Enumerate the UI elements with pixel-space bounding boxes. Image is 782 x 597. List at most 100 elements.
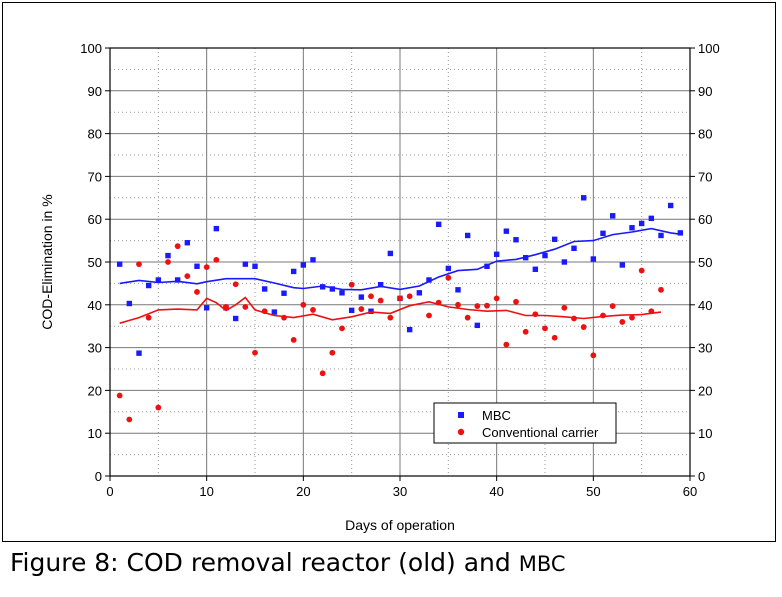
data-point-conventional bbox=[155, 404, 162, 411]
data-point-mbc bbox=[551, 236, 558, 243]
data-point-mbc bbox=[387, 250, 394, 257]
data-point-mbc bbox=[435, 221, 442, 228]
data-point-mbc bbox=[580, 195, 587, 201]
data-point-conventional bbox=[397, 295, 403, 302]
data-point-mbc bbox=[126, 300, 133, 307]
x-tick-label: 0 bbox=[106, 484, 113, 499]
figure-frame bbox=[2, 2, 776, 542]
legend-box bbox=[433, 402, 617, 444]
trend-line-mbc bbox=[119, 227, 681, 291]
y-tick-label-left: 70 bbox=[88, 169, 102, 184]
data-point-conventional bbox=[368, 293, 374, 300]
x-tick-label: 40 bbox=[489, 484, 503, 499]
data-point-mbc bbox=[339, 290, 345, 296]
data-point-mbc bbox=[184, 240, 191, 246]
data-point-conventional bbox=[503, 341, 510, 348]
x-tick-label: 20 bbox=[296, 484, 310, 499]
data-point-mbc bbox=[358, 294, 365, 300]
y-tick-label-right: 30 bbox=[698, 341, 712, 356]
data-point-mbc bbox=[513, 237, 519, 243]
trend-line-conventional bbox=[119, 296, 662, 324]
data-point-conventional bbox=[551, 334, 558, 341]
data-point-mbc bbox=[445, 265, 452, 272]
data-point-mbc bbox=[532, 266, 539, 272]
data-point-conventional bbox=[213, 256, 220, 263]
data-point-mbc bbox=[232, 315, 239, 322]
data-point-conventional bbox=[242, 304, 249, 310]
data-point-conventional bbox=[590, 352, 597, 359]
data-point-mbc bbox=[261, 286, 268, 292]
data-point-mbc bbox=[319, 284, 326, 290]
data-point-mbc bbox=[638, 220, 645, 227]
data-point-conventional bbox=[348, 281, 355, 288]
data-point-conventional bbox=[609, 303, 616, 309]
data-point-conventional bbox=[116, 392, 123, 399]
data-point-mbc bbox=[464, 232, 471, 239]
y-tick-label-left: 50 bbox=[88, 255, 102, 270]
data-point-mbc bbox=[155, 277, 162, 283]
data-point-conventional bbox=[329, 349, 336, 356]
legend-label-conventional: Conventional carrier bbox=[482, 425, 599, 440]
y-tick-label-left: 10 bbox=[88, 426, 102, 441]
data-point-mbc bbox=[609, 213, 616, 219]
y-tick-label-right: 0 bbox=[698, 469, 705, 484]
y-tick-label-right: 100 bbox=[698, 41, 720, 56]
data-point-mbc bbox=[493, 251, 500, 257]
data-point-conventional bbox=[319, 370, 326, 377]
data-point-conventional bbox=[474, 303, 481, 309]
data-point-mbc bbox=[271, 309, 278, 315]
data-point-mbc bbox=[542, 252, 548, 259]
data-point-mbc bbox=[474, 322, 481, 329]
data-point-conventional bbox=[513, 298, 519, 305]
data-point-conventional bbox=[252, 349, 258, 356]
data-point-mbc bbox=[667, 202, 674, 209]
data-point-mbc bbox=[300, 262, 307, 268]
data-point-conventional bbox=[194, 289, 200, 295]
data-point-mbc bbox=[203, 305, 210, 311]
data-point-conventional bbox=[310, 307, 316, 313]
y-tick-label-right: 80 bbox=[698, 127, 712, 142]
y-tick-label-right: 90 bbox=[698, 84, 712, 99]
data-point-conventional bbox=[522, 328, 529, 335]
data-point-conventional bbox=[464, 314, 471, 321]
data-point-conventional bbox=[136, 261, 142, 268]
y-tick-label-left: 90 bbox=[88, 84, 102, 99]
data-point-conventional bbox=[232, 281, 239, 288]
data-point-mbc bbox=[600, 230, 606, 237]
y-axis-title: COD-Elimination in % bbox=[39, 194, 55, 329]
data-point-mbc bbox=[503, 228, 510, 234]
caption-tail: MBC bbox=[518, 552, 566, 576]
y-tick-label-left: 60 bbox=[88, 212, 102, 227]
data-point-mbc bbox=[165, 252, 171, 259]
data-point-conventional bbox=[561, 304, 568, 311]
data-point-mbc bbox=[658, 232, 664, 239]
data-point-mbc bbox=[484, 263, 490, 269]
data-point-conventional bbox=[493, 295, 500, 302]
data-point-conventional bbox=[426, 312, 432, 319]
data-point-mbc bbox=[629, 225, 635, 231]
data-point-conventional bbox=[223, 304, 229, 310]
data-point-conventional bbox=[532, 311, 539, 318]
data-point-conventional bbox=[435, 299, 442, 306]
x-tick-label: 10 bbox=[199, 484, 213, 499]
data-point-conventional bbox=[126, 416, 133, 423]
data-point-conventional bbox=[571, 315, 577, 322]
y-tick-label-right: 20 bbox=[698, 383, 712, 398]
figure-caption: Figure 8: COD removal reactor (old) and … bbox=[10, 548, 566, 577]
data-point-conventional bbox=[387, 314, 394, 321]
data-point-conventional bbox=[600, 312, 606, 319]
data-point-conventional bbox=[290, 336, 297, 343]
y-tick-label-left: 0 bbox=[95, 469, 102, 484]
y-tick-label-left: 80 bbox=[88, 127, 102, 142]
data-point-mbc bbox=[648, 215, 655, 222]
data-point-conventional bbox=[638, 267, 645, 274]
data-point-mbc bbox=[242, 261, 249, 267]
data-point-mbc bbox=[590, 256, 597, 262]
y-tick-label-right: 60 bbox=[698, 212, 712, 227]
data-point-conventional bbox=[339, 325, 345, 332]
data-point-mbc bbox=[348, 307, 355, 314]
y-tick-label-right: 10 bbox=[698, 426, 712, 441]
legend-marker-mbc bbox=[458, 412, 464, 418]
data-point-mbc bbox=[377, 281, 384, 288]
data-point-conventional bbox=[261, 308, 268, 315]
